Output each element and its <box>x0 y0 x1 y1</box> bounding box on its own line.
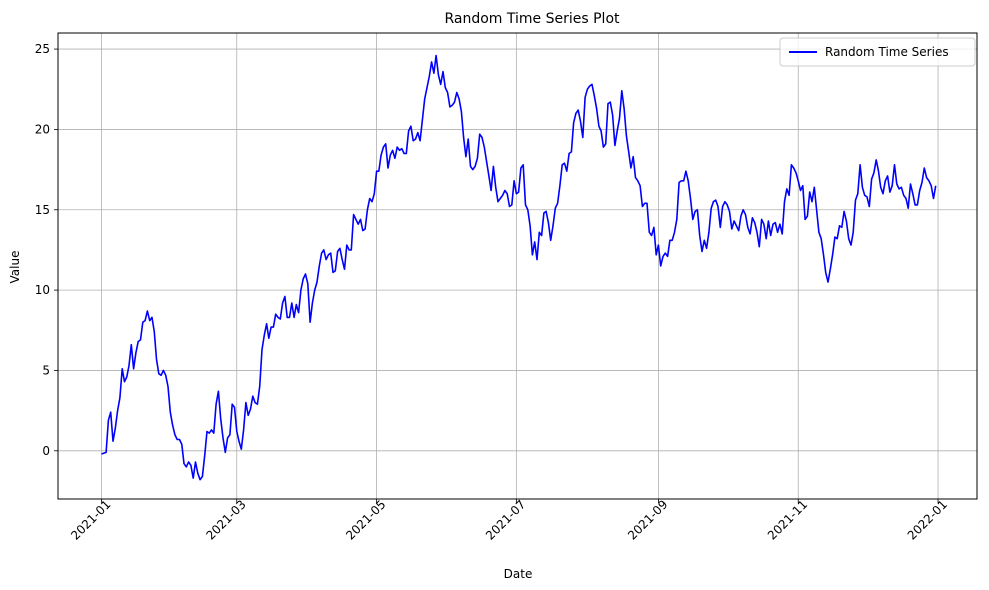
series-line <box>101 54 937 481</box>
legend: Random Time Series <box>779 37 976 67</box>
chart-title: Random Time Series Plot <box>444 11 620 27</box>
y-tick-label: 20 <box>35 122 50 136</box>
y-tick-label: 25 <box>35 42 50 56</box>
y-axis-label: Value <box>8 251 22 284</box>
y-tick-label: 5 <box>42 363 50 377</box>
legend-box <box>779 37 976 67</box>
x-axis-label: Date <box>504 567 533 581</box>
plot-area-border <box>57 32 978 500</box>
y-tick-label: 10 <box>35 283 50 297</box>
y-tick-label: 0 <box>42 444 50 458</box>
series-layer <box>101 54 937 481</box>
legend-label: Random Time Series <box>825 45 949 59</box>
y-tick-label: 15 <box>35 203 50 217</box>
y-axis: 0 5 10 15 20 25 <box>35 42 58 458</box>
plot-frame <box>57 32 978 500</box>
